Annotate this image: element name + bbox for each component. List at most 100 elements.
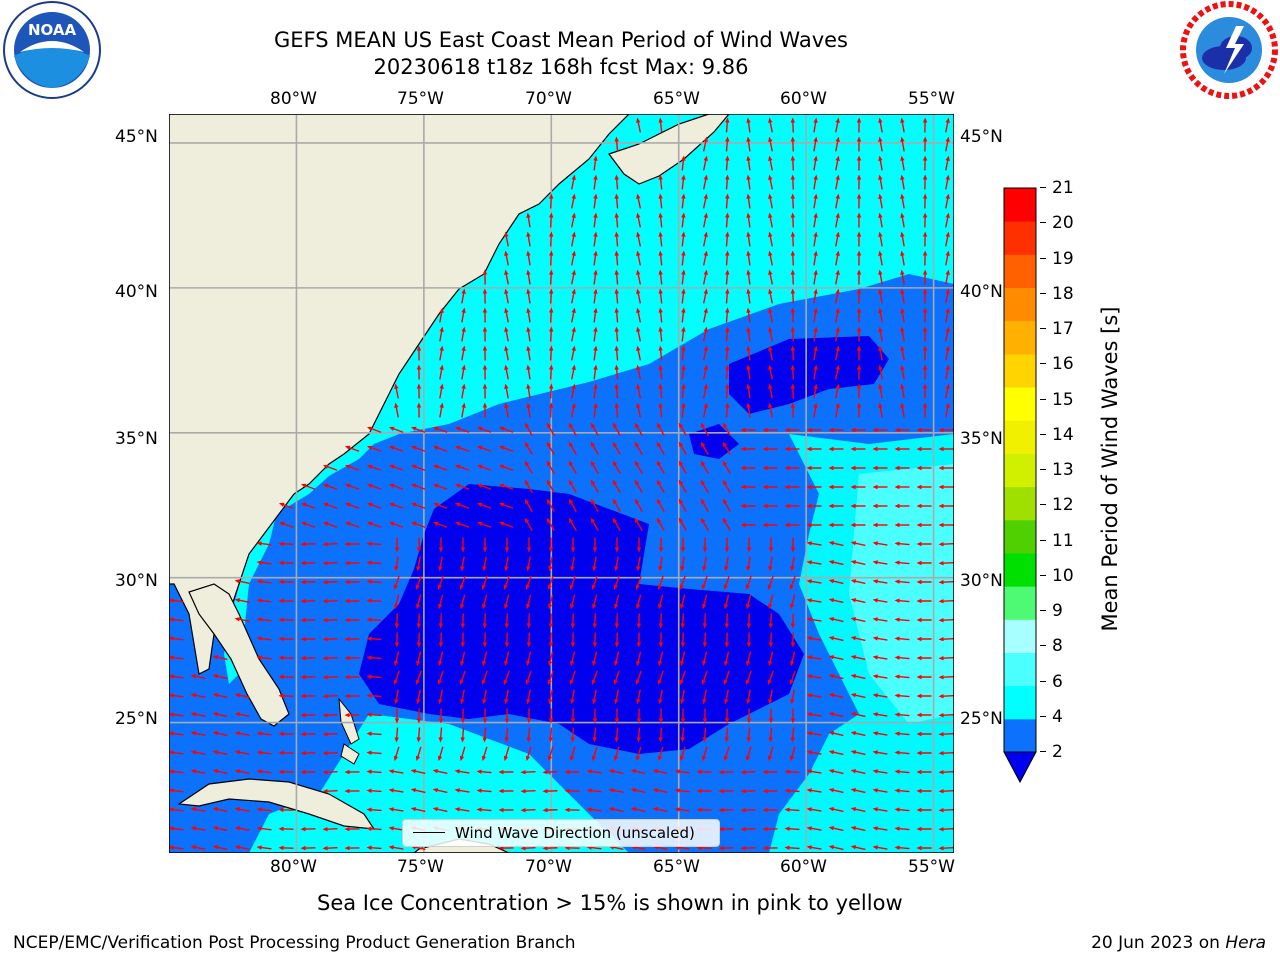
wave-direction-arrow [394, 402, 399, 418]
wave-direction-arrow [366, 712, 382, 717]
lon-label-top-75w: 75°W [397, 89, 444, 109]
wave-direction-arrow [900, 174, 905, 190]
wave-direction-arrow [546, 479, 555, 493]
wave-direction-arrow [850, 845, 866, 851]
wave-direction-arrow [813, 288, 818, 304]
wave-direction-arrow [813, 212, 818, 228]
wave-direction-arrow [570, 727, 575, 743]
colorbar-segment [1004, 254, 1036, 289]
wave-direction-arrow [722, 517, 731, 531]
wave-direction-arrow [278, 598, 294, 604]
wave-direction-arrow [746, 345, 751, 361]
wave-direction-arrow [746, 708, 752, 724]
wave-direction-arrow [438, 632, 444, 648]
wave-direction-arrow [725, 155, 730, 171]
chart-subtitle: 20230618 t18z 168h fcst Max: 9.86 [373, 55, 749, 79]
wave-direction-arrow [658, 174, 663, 190]
footer-date-text: 20 Jun 2023 on [1091, 933, 1226, 953]
wave-direction-arrow [477, 445, 492, 452]
wave-direction-arrow [278, 636, 294, 642]
wave-direction-arrow [415, 746, 422, 762]
wave-direction-arrow [614, 556, 619, 572]
footer-producer: NCEP/EMC/Verification Post Processing Pr… [13, 933, 576, 953]
wave-direction-arrow [856, 307, 862, 323]
wave-direction-arrow [718, 769, 734, 775]
wave-direction-arrow [700, 441, 709, 455]
wave-direction-arrow [593, 364, 598, 380]
wave-direction-arrow [389, 445, 404, 452]
wave-direction-arrow [322, 769, 338, 775]
wave-direction-arrow [828, 560, 844, 566]
wave-direction-arrow [945, 364, 950, 380]
wave-direction-arrow [945, 136, 950, 152]
wave-direction-arrow [503, 575, 510, 591]
wave-direction-arrow [504, 250, 509, 266]
wave-direction-arrow [767, 746, 774, 762]
wave-direction-arrow [784, 769, 800, 774]
wave-direction-arrow [367, 445, 382, 452]
wave-direction-arrow [938, 560, 954, 566]
wave-direction-arrow [548, 632, 554, 648]
wave-direction-arrow [702, 537, 708, 553]
wave-direction-arrow [723, 575, 730, 591]
wave-direction-arrow [526, 402, 531, 418]
wave-direction-arrow [725, 307, 730, 323]
wave-direction-arrow [169, 655, 184, 660]
colorbar-tick-mark [1040, 433, 1046, 435]
wave-direction-arrow [878, 269, 883, 285]
wave-direction-arrow [702, 708, 708, 724]
wave-direction-arrow [548, 288, 554, 304]
wave-direction-arrow [872, 693, 888, 698]
wave-direction-arrow [613, 746, 620, 762]
wave-direction-arrow [437, 746, 444, 762]
wave-direction-arrow [702, 651, 708, 667]
wave-direction-arrow [828, 807, 844, 813]
wave-direction-arrow [878, 307, 883, 323]
footer-date: 20 Jun 2023 on Hera [1091, 933, 1266, 953]
wave-direction-arrow [681, 212, 686, 228]
wave-direction-arrow [657, 670, 664, 685]
wave-direction-arrow [790, 269, 796, 285]
wave-direction-arrow [432, 769, 448, 775]
wave-direction-arrow [681, 326, 686, 342]
wave-direction-arrow [503, 594, 510, 610]
wave-direction-arrow [481, 575, 488, 591]
wave-direction-arrow [922, 307, 928, 323]
wave-direction-arrow [461, 288, 466, 304]
wave-direction-arrow [279, 502, 294, 509]
wave-direction-arrow [300, 731, 316, 737]
wave-direction-arrow [790, 174, 796, 190]
wave-direction-arrow [499, 521, 514, 528]
wave-direction-arrow [570, 250, 576, 266]
wave-direction-arrow [658, 345, 663, 361]
wave-direction-arrow [526, 383, 531, 399]
wave-direction-arrow [658, 632, 664, 648]
wave-direction-arrow [634, 460, 643, 474]
wave-direction-arrow [636, 556, 641, 572]
wave-direction-arrow [301, 521, 316, 528]
wave-direction-arrow [701, 670, 708, 685]
wave-direction-arrow [548, 689, 553, 705]
wave-direction-arrow [916, 769, 932, 775]
wave-direction-arrow [856, 383, 862, 399]
wave-direction-arrow [169, 807, 184, 812]
wave-direction-arrow [878, 288, 883, 304]
wave-direction-arrow [634, 441, 643, 455]
wave-direction-arrow [900, 364, 905, 380]
wave-direction-arrow [850, 503, 866, 509]
wave-direction-arrow [680, 727, 685, 743]
wave-direction-arrow [344, 636, 360, 642]
wave-direction-arrow [592, 556, 597, 572]
wave-direction-arrow [504, 556, 509, 572]
wave-direction-arrow [678, 441, 687, 455]
wave-direction-arrow [212, 674, 228, 680]
wave-direction-arrow [938, 826, 954, 832]
wave-direction-arrow [461, 402, 466, 418]
wave-direction-arrow [366, 598, 382, 603]
wave-direction-arrow [916, 541, 932, 547]
wave-direction-arrow [702, 269, 708, 285]
wave-direction-arrow [504, 651, 510, 667]
wave-direction-arrow [323, 483, 338, 490]
wave-direction-arrow [701, 746, 708, 762]
wave-direction-arrow [790, 556, 795, 572]
